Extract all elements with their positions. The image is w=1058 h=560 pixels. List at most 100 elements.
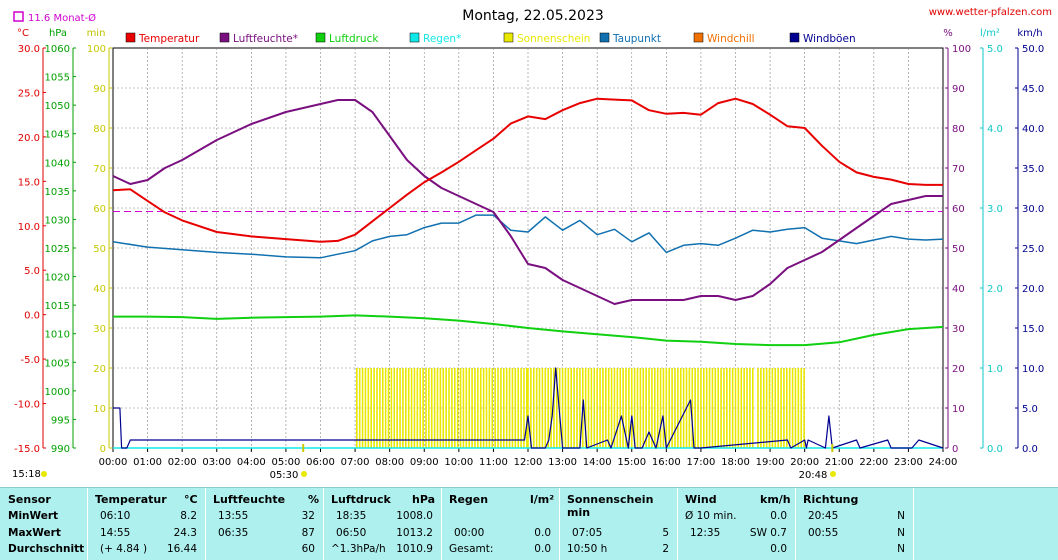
temp-tick: -5.0 [20,355,40,366]
time-tick: 12:00 [514,457,543,468]
stats-unit-temp: °C [184,493,198,506]
site-link[interactable]: www.wetter-pfalzen.com [929,7,1052,18]
time-tick: 13:00 [548,457,577,468]
stats-col-direction: Richtung 20:45 N 00:55 N N [796,488,914,560]
stats-cell: N [897,543,905,555]
chart-plot-area [112,97,944,452]
time-tick: 16:00 [652,457,681,468]
stats-cell: Ø 10 min. [685,510,737,522]
press-tick: 1035 [45,187,70,198]
press-unit: hPa [49,28,67,39]
stats-header-sensor: Sensor [8,493,51,506]
time-tick: 20:00 [790,457,819,468]
stats-cell: 5 [662,527,669,539]
temp-tick: -10.0 [14,400,40,411]
stats-label-min: MinWert [8,510,59,522]
press-tick: 1005 [45,358,70,369]
sunset-icon [830,471,836,477]
pct-tick: 20 [952,364,965,375]
time-tick: 08:00 [375,457,404,468]
pct-tick: 100 [952,44,971,55]
stats-cell: ^1.3hPa/h [331,543,386,555]
time-tick: 10:00 [444,457,473,468]
wind-tick: 30.0 [1022,204,1044,215]
stats-cell: 06:50 [336,527,367,539]
time-tick: 00:00 [99,457,128,468]
temp-tick: 10.0 [18,222,40,233]
stats-cell: SW 0.7 [749,527,787,539]
sunrise-icon [301,471,307,477]
chart-axes: 30.0 25.0 20.0 15.0 10.0 5.0 0.0 -5.0 -10.0 -15.0… [14,44,1044,468]
pct-tick: 80 [952,124,965,135]
time-tick: 06:00 [306,457,335,468]
press-tick: 990 [51,444,70,455]
legend-label: Sonnenschein [517,33,590,45]
temp-tick: 30.0 [18,44,40,55]
stats-unit-pressure: hPa [412,493,436,506]
stats-cell: 1010.9 [396,543,433,555]
min-tick: 70 [93,164,106,175]
stats-cell: 0.0 [770,510,787,522]
weather-chart: Montag, 22.05.2023 www.wetter-pfalzen.co… [12,7,1052,481]
legend-label: Windböen [803,33,856,45]
wind-tick: 15.0 [1022,324,1044,335]
min-tick: 20 [93,364,106,375]
series-dewpoint [112,214,944,259]
press-tick: 1040 [45,158,70,169]
sunrise-time: 05:30 [270,470,299,481]
pct-tick: 0 [952,444,958,455]
stats-cell: 16.44 [166,543,197,555]
stats-header-temp: Temperatur [95,493,167,506]
pct-tick: 30 [952,324,965,335]
pct-unit: % [943,28,953,39]
legend-swatch [503,32,514,43]
legend-label: Taupunkt [612,33,661,45]
press-tick: 1030 [45,215,70,226]
min-tick: 0 [100,444,106,455]
time-tick: 03:00 [202,457,231,468]
wind-tick: 5.0 [1022,404,1038,415]
stats-cell: 00:55 [808,527,839,539]
wind-tick: 45.0 [1022,84,1044,95]
series-humidity [112,99,943,305]
time-tick: 02:00 [168,457,197,468]
temp-tick: 20.0 [18,133,40,144]
wind-unit: km/h [1017,28,1042,39]
stats-col-sunshine: Sonnenschein min 07:05 5 10:50 h 2 [560,488,678,560]
time-tick: 04:00 [237,457,266,468]
press-tick: 1025 [45,244,70,255]
avg-legend-label: 11.6 Monat-Ø [28,12,96,24]
time-tick: 23:00 [894,457,923,468]
stats-cell: 32 [301,510,315,522]
time-tick: 11:00 [479,457,508,468]
chart-legend: Temperatur Luftfeuchte* Luftdruck Regen* Son… [125,32,856,45]
legend-swatch [599,32,610,43]
min-tick: 80 [93,124,106,135]
rain-tick: 2.0 [987,284,1003,295]
wind-tick: 50.0 [1022,44,1044,55]
legend-label: Luftdruck [329,33,379,45]
wind-tick: 25.0 [1022,244,1044,255]
stats-cell: 1013.2 [396,527,433,539]
time-tick: 14:00 [583,457,612,468]
min-tick: 10 [93,404,106,415]
stats-cell: 0.0 [534,543,551,555]
stats-cell: 12:35 [690,527,721,539]
series-wind-gusts [113,367,944,449]
stats-cell: 06:10 [100,510,131,522]
pct-tick: 90 [952,84,965,95]
stats-cell: 87 [301,527,315,539]
legend-label: Regen* [423,33,461,45]
temp-unit: °C [17,28,29,39]
stats-unit-rain: l/m² [530,493,555,506]
stats-header-sunshine: Sonnenschein min [567,493,654,519]
rain-tick: 3.0 [987,204,1003,215]
stats-cell: 00:00 [454,527,485,539]
stats-cell: N [897,527,905,539]
stats-col-sensor: Sensor MinWert MaxWert Durchschnitt [0,488,88,560]
min-unit: min [87,28,106,39]
time-tick: 17:00 [687,457,716,468]
pct-tick: 60 [952,204,965,215]
legend-swatch [789,32,800,43]
stats-cell: 10:50 h [567,543,608,555]
